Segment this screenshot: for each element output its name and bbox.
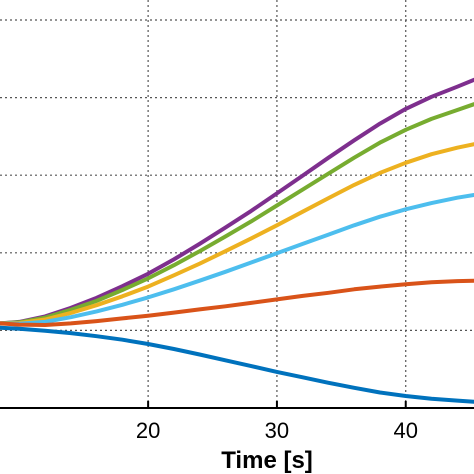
x-axis-title: Time [s] [221,447,313,474]
series-line-5 [0,278,474,327]
x-tick-label-30: 30 [265,418,289,443]
plot-frame [0,401,474,409]
series-line-1 [0,77,474,326]
series-line-2 [0,102,474,326]
series-line-4 [0,193,474,326]
grid-lines [0,0,474,408]
series-lines [0,77,474,404]
x-tick-label-40: 40 [393,418,417,443]
series-line-6 [0,325,474,404]
x-tick-label-20: 20 [136,418,160,443]
series-line-3 [0,142,474,326]
x-tick-labels: 20 30 40 [136,418,418,443]
